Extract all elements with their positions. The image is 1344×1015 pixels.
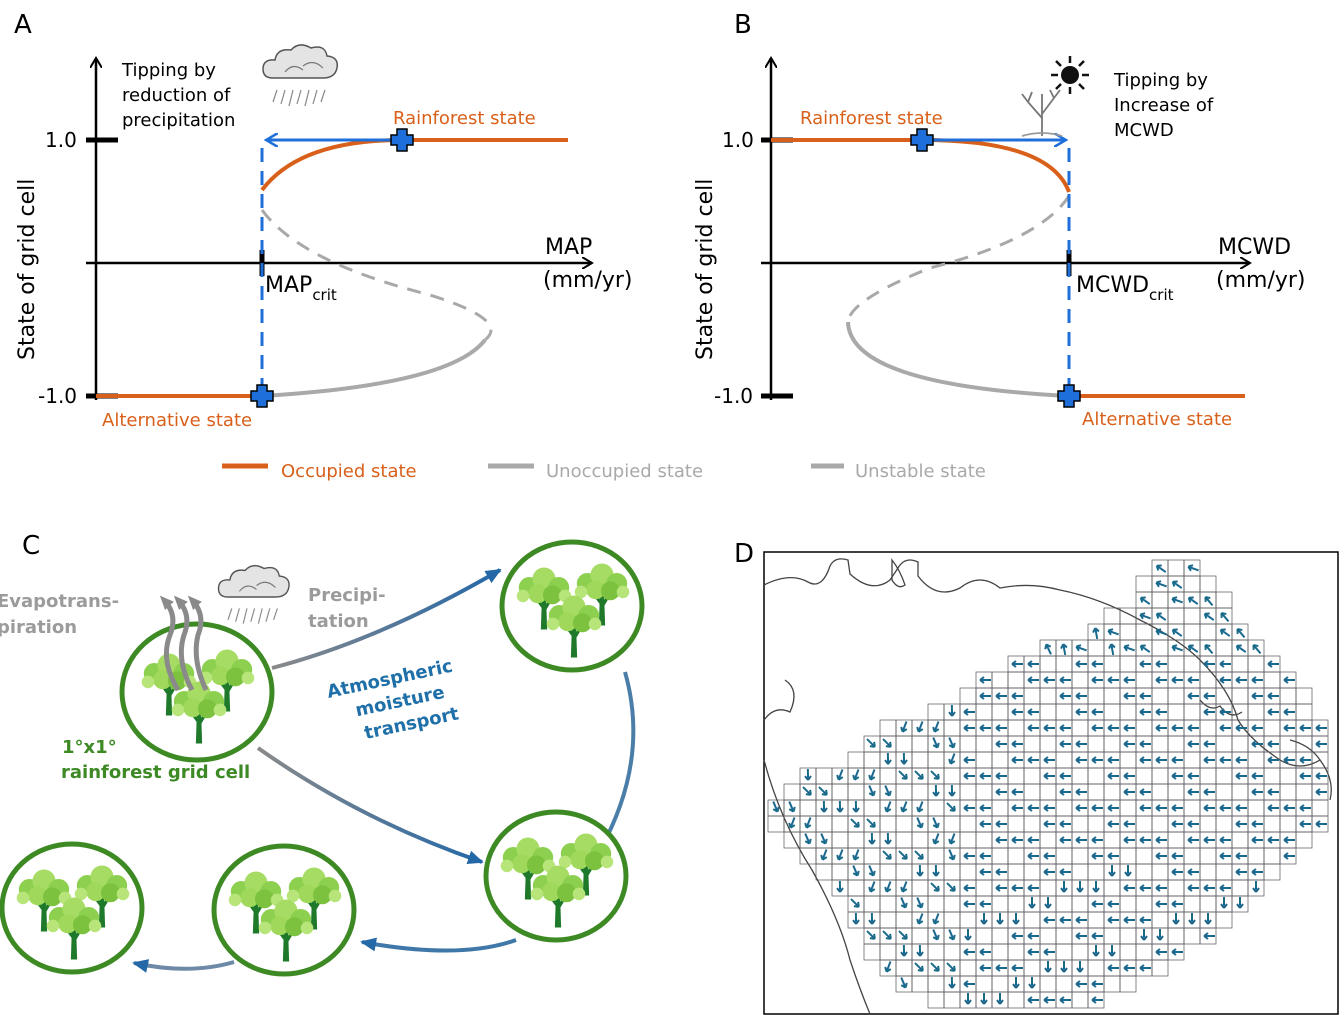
grid-cell [1247,879,1265,897]
tick-label-top: 1.0 [45,128,77,152]
note-line-2: Increase of [1114,95,1214,116]
precipitation-label-2: tation [308,611,369,632]
panel-b: B 1.0 -1.0 State of grid cell MCWD (mm/y… [693,10,1306,430]
evapotranspiration-arrows-icon [159,595,209,692]
state-marker-lower [1057,384,1081,408]
lower-unoccupied-branch [846,321,1070,398]
grid-cell-3 [483,809,629,943]
panel-letter-c: C [22,531,40,561]
x-axis-unit: (mm/yr) [543,268,633,293]
state-marker-lower [250,384,274,408]
evapotranspiration-label-1: Evapotrans- [0,591,119,612]
panel-c: C [0,531,645,977]
note-line-1: Tipping by [1113,70,1208,91]
upper-state-label: Rainforest state [393,108,536,129]
rainforest-grid [767,559,1329,1009]
grid-cell-main [119,621,275,763]
panel-a: A 1.0 -1.0 State of grid cell MAP (mm/yr… [14,10,633,431]
y-axis-label: State of grid cell [693,179,718,360]
y-axis-label: State of grid cell [15,179,40,360]
grid-cell-2 [499,539,645,673]
grid-cell [1087,991,1105,1009]
rain-cloud-icon [219,566,290,624]
note-line-1: Tipping by [121,60,216,81]
x-axis-label: MCWD [1218,235,1291,260]
precipitation-label-1: Precipi- [308,585,386,606]
grid-cell [1167,943,1185,961]
grid-cell-5 [0,841,145,975]
cell-size-label: 1°x1° [62,737,117,758]
grid-cell [1215,911,1233,929]
map-frame [763,551,1339,1015]
legend: Occupied state Unoccupied state Unstable… [222,461,986,482]
state-marker-upper [390,128,414,152]
tick-label-bottom: -1.0 [714,384,753,408]
grid-cell [1151,959,1169,977]
grid-cell [1279,847,1297,865]
tick-label-top: 1.0 [722,128,754,152]
grid-cell [1311,815,1329,833]
grid-cell [1231,895,1249,913]
legend-label-unstable: Unstable state [855,461,986,482]
panel-letter-d: D [734,539,754,569]
grid-cell [1119,975,1137,993]
rain-cloud-icon [263,45,337,106]
unstable-branch [846,195,1071,323]
dry-tree-icon [1021,89,1063,137]
flow-arrow-2 [598,671,636,852]
panel-d: D [734,539,1339,1015]
state-marker-upper [910,128,934,152]
lower-unoccupied-branch [261,338,487,398]
grid-cell-4 [211,843,357,977]
flow-arrow-4 [360,937,517,953]
upper-occupied-branch [260,138,568,192]
lower-state-label: Alternative state [102,410,252,431]
panel-letter-b: B [734,10,752,40]
grid-cell [1263,863,1281,881]
tick-label-bottom: -1.0 [38,384,77,408]
panel-letter-a: A [14,10,32,40]
evapotranspiration-label-2: piration [0,617,77,638]
lower-state-label: Alternative state [1082,409,1232,430]
crit-label: MCWDcrit [1076,273,1174,304]
flow-arrow-3 [256,746,484,865]
legend-label-occupied: Occupied state [281,461,417,482]
note-line-2: reduction of [122,85,231,106]
legend-label-unoccupied: Unoccupied state [546,461,703,482]
coastline [763,558,1332,1015]
x-axis-unit: (mm/yr) [1216,268,1306,293]
grid-cell [1295,831,1313,849]
flow-arrow-5 [132,959,235,973]
grid-cell [1199,927,1217,945]
crit-label: MAPcrit [265,273,337,304]
upper-state-label: Rainforest state [800,108,943,129]
cell-description-label: rainforest grid cell [61,762,250,783]
note-line-3: MCWD [1114,120,1174,141]
sun-icon [1051,56,1089,94]
x-axis-label: MAP [545,235,592,260]
flow-arrow-1 [271,568,502,670]
note-line-3: precipitation [122,110,235,131]
